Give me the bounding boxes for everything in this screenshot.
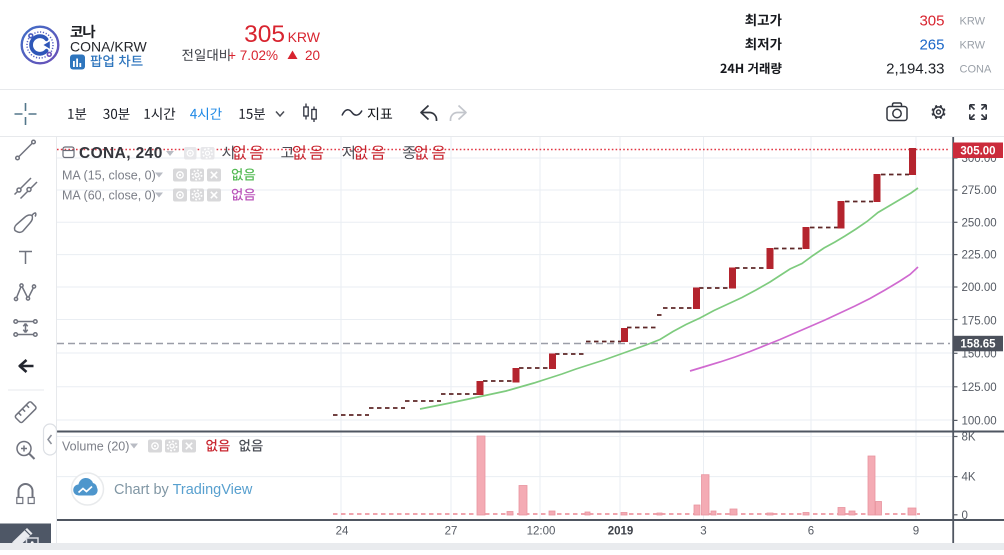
svg-text:KRW: KRW xyxy=(288,29,321,45)
svg-text:KRW: KRW xyxy=(960,40,986,52)
svg-text:250.00: 250.00 xyxy=(962,217,997,229)
svg-text:265: 265 xyxy=(919,37,944,54)
svg-text:100.00: 100.00 xyxy=(962,415,997,427)
svg-text:225.00: 225.00 xyxy=(962,250,997,262)
svg-text:305: 305 xyxy=(244,21,285,48)
svg-text:2019: 2019 xyxy=(608,526,634,538)
svg-text:175.00: 175.00 xyxy=(962,316,997,328)
svg-text:6: 6 xyxy=(808,526,814,538)
svg-text:CONA, 240: CONA, 240 xyxy=(79,145,163,162)
svg-text:Chart by TradingView: Chart by TradingView xyxy=(114,482,253,498)
svg-text:0: 0 xyxy=(962,510,968,522)
svg-text:KRW: KRW xyxy=(960,16,986,28)
svg-text:CONA: CONA xyxy=(960,64,992,76)
svg-text:CONA/KRW: CONA/KRW xyxy=(70,39,148,55)
svg-text:158.65: 158.65 xyxy=(960,339,996,351)
svg-text:MA (15, close, 0): MA (15, close, 0) xyxy=(62,169,156,183)
svg-text:275.00: 275.00 xyxy=(962,185,997,197)
svg-text:20: 20 xyxy=(305,48,320,63)
svg-text:305.00: 305.00 xyxy=(960,145,995,157)
svg-text:Volume (20): Volume (20) xyxy=(62,440,129,454)
svg-text:4K: 4K xyxy=(962,472,976,484)
svg-text:305: 305 xyxy=(919,13,944,30)
svg-text:+ 7.02%: + 7.02% xyxy=(228,48,278,63)
svg-text:200.00: 200.00 xyxy=(962,282,997,294)
svg-text:27: 27 xyxy=(445,526,458,538)
svg-text:125.00: 125.00 xyxy=(962,382,997,394)
svg-text:8K: 8K xyxy=(962,432,976,444)
svg-text:2,194.33: 2,194.33 xyxy=(886,61,944,78)
svg-text:9: 9 xyxy=(913,526,919,538)
svg-text:24: 24 xyxy=(336,526,349,538)
svg-text:3: 3 xyxy=(700,526,706,538)
svg-text:MA (60, close, 0): MA (60, close, 0) xyxy=(62,189,156,203)
svg-text:12:00: 12:00 xyxy=(527,526,556,538)
